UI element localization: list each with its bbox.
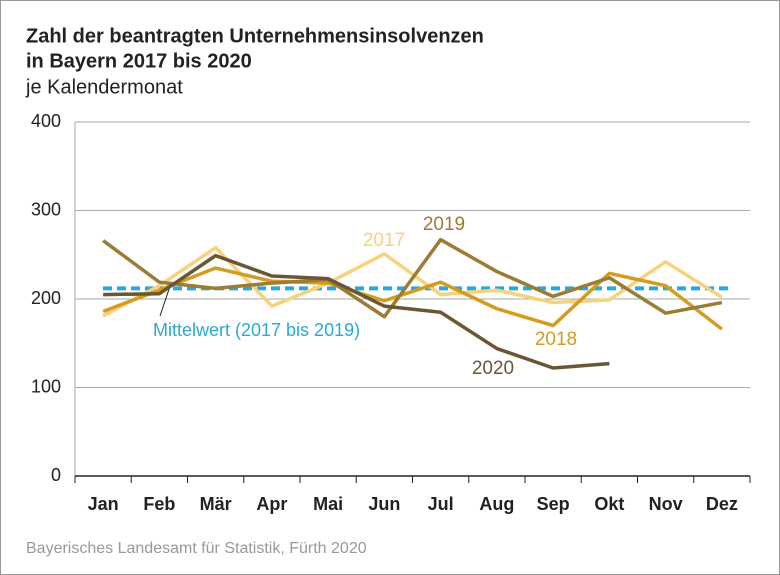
x-tick-label: Jan <box>88 494 119 514</box>
source: Bayerisches Landesamt für Statistik, Für… <box>26 540 367 557</box>
x-tick-label: Jun <box>368 494 400 514</box>
series-label: 2019 <box>423 214 465 235</box>
x-tick-label: Sep <box>537 494 570 514</box>
series-label: 2018 <box>535 329 577 350</box>
series-line <box>102 266 723 331</box>
x-tick-label: Apr <box>256 494 287 514</box>
x-tick-label: Jul <box>428 494 454 514</box>
mean-label: Mittelwert (2017 bis 2019) <box>153 320 360 340</box>
y-tick-label: 300 <box>31 199 61 219</box>
x-tick-label: Feb <box>143 494 175 514</box>
y-tick-label: 200 <box>31 288 61 308</box>
x-tick-label: Mär <box>200 494 232 514</box>
mean-leader <box>159 286 171 317</box>
x-tick-label: Nov <box>649 494 683 514</box>
y-tick-label: 100 <box>31 376 61 396</box>
chart-title: Zahl der beantragten Unternehmensinsolve… <box>26 25 484 47</box>
series-label: 2017 <box>363 230 405 251</box>
chart-title: in Bayern 2017 bis 2020 <box>26 50 252 72</box>
x-tick-label: Aug <box>479 494 514 514</box>
x-tick-label: Okt <box>594 494 624 514</box>
series-line <box>102 237 723 319</box>
series-line <box>102 245 723 318</box>
y-tick-label: 400 <box>31 111 61 131</box>
series-label: 2020 <box>472 358 514 379</box>
x-tick-label: Dez <box>706 494 738 514</box>
chart-subtitle: je Kalendermonat <box>25 76 183 98</box>
x-tick-label: Mai <box>313 494 343 514</box>
y-tick-label: 0 <box>51 465 61 485</box>
series-line <box>103 253 610 370</box>
